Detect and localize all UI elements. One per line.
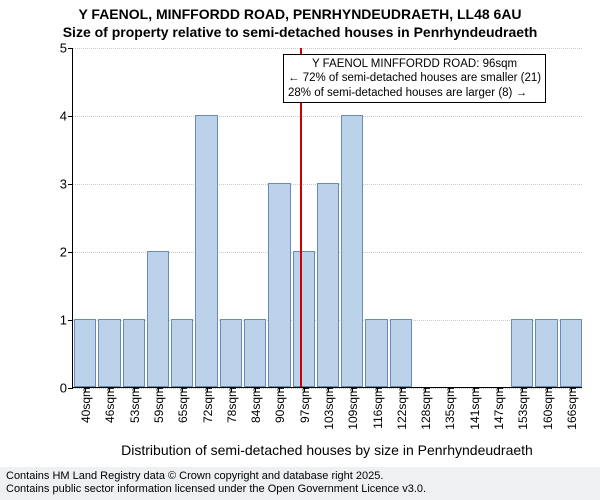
- footer-attribution: Contains HM Land Registry data © Crown c…: [0, 467, 600, 500]
- y-tick-mark: [68, 320, 73, 321]
- bar: [220, 319, 242, 387]
- title-line-1: Y FAENOL, MINFFORDD ROAD, PENRHYNDEUDRAE…: [0, 6, 600, 24]
- annotation-box: Y FAENOL MINFFORDD ROAD: 96sqm← 72% of s…: [283, 54, 546, 103]
- annotation-line: Y FAENOL MINFFORDD ROAD: 96sqm: [288, 57, 541, 71]
- annotation-line: 28% of semi-detached houses are larger (…: [288, 86, 541, 100]
- x-tick-label: 40sqm: [77, 387, 93, 423]
- bar: [365, 319, 387, 387]
- x-tick-label: 116sqm: [369, 387, 385, 429]
- x-tick-label: 135sqm: [441, 387, 457, 430]
- bar: [268, 183, 290, 387]
- gridline: [73, 116, 582, 117]
- bar: [74, 319, 96, 387]
- bar: [560, 319, 582, 387]
- footer-line-2: Contains public sector information licen…: [6, 483, 594, 497]
- plot-area: 01234540sqm46sqm53sqm59sqm65sqm72sqm78sq…: [72, 48, 582, 388]
- x-tick-label: 78sqm: [223, 387, 239, 423]
- property-size-chart: Y FAENOL, MINFFORDD ROAD, PENRHYNDEUDRAE…: [0, 0, 600, 500]
- x-tick-label: 160sqm: [539, 387, 555, 430]
- x-tick-label: 122sqm: [393, 387, 409, 430]
- x-tick-label: 46sqm: [101, 387, 117, 423]
- bar: [511, 319, 533, 387]
- bar: [244, 319, 266, 387]
- bar: [123, 319, 145, 387]
- x-tick-label: 90sqm: [271, 387, 287, 423]
- bar: [390, 319, 412, 387]
- x-tick-label: 166sqm: [563, 387, 579, 430]
- y-tick-mark: [68, 184, 73, 185]
- footer-line-1: Contains HM Land Registry data © Crown c…: [6, 470, 594, 484]
- annotation-line: ← 72% of semi-detached houses are smalle…: [288, 71, 541, 85]
- x-tick-label: 128sqm: [417, 387, 433, 430]
- x-tick-label: 103sqm: [320, 387, 336, 430]
- chart-title: Y FAENOL, MINFFORDD ROAD, PENRHYNDEUDRAE…: [0, 0, 600, 41]
- x-tick-label: 65sqm: [174, 387, 190, 423]
- x-tick-label: 109sqm: [344, 387, 360, 430]
- x-tick-label: 141sqm: [466, 387, 482, 430]
- x-tick-label: 97sqm: [296, 387, 312, 423]
- title-line-2: Size of property relative to semi-detach…: [0, 24, 600, 42]
- bar: [293, 251, 315, 387]
- bar: [535, 319, 557, 387]
- y-tick-mark: [68, 48, 73, 49]
- y-tick-mark: [68, 252, 73, 253]
- x-tick-label: 84sqm: [247, 387, 263, 423]
- bar: [341, 115, 363, 387]
- bar: [147, 251, 169, 387]
- x-tick-label: 153sqm: [514, 387, 530, 430]
- x-tick-label: 53sqm: [126, 387, 142, 423]
- x-tick-label: 59sqm: [150, 387, 166, 423]
- x-tick-label: 72sqm: [199, 387, 215, 423]
- bar: [195, 115, 217, 387]
- bar: [171, 319, 193, 387]
- gridline: [73, 48, 582, 49]
- x-tick-label: 147sqm: [490, 387, 506, 430]
- y-tick-mark: [68, 116, 73, 117]
- bar: [98, 319, 120, 387]
- y-tick-mark: [68, 388, 73, 389]
- bar: [317, 183, 339, 387]
- x-axis-label: Distribution of semi-detached houses by …: [72, 442, 582, 458]
